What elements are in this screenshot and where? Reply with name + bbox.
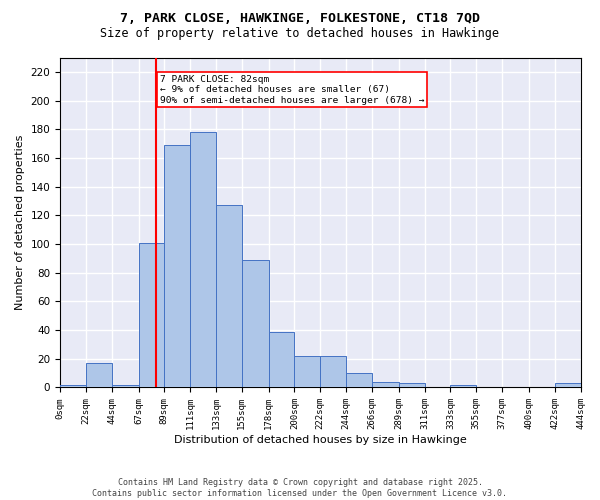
Text: Contains HM Land Registry data © Crown copyright and database right 2025.
Contai: Contains HM Land Registry data © Crown c… bbox=[92, 478, 508, 498]
Bar bbox=[164, 145, 190, 388]
Bar bbox=[346, 373, 372, 388]
Bar bbox=[139, 242, 164, 388]
Bar bbox=[60, 384, 86, 388]
Text: Size of property relative to detached houses in Hawkinge: Size of property relative to detached ho… bbox=[101, 28, 499, 40]
X-axis label: Distribution of detached houses by size in Hawkinge: Distribution of detached houses by size … bbox=[174, 435, 467, 445]
Text: 7, PARK CLOSE, HAWKINGE, FOLKESTONE, CT18 7QD: 7, PARK CLOSE, HAWKINGE, FOLKESTONE, CT1… bbox=[120, 12, 480, 26]
Bar bbox=[86, 363, 112, 388]
Bar bbox=[242, 260, 269, 388]
Bar bbox=[399, 383, 425, 388]
Bar bbox=[216, 206, 242, 388]
Bar bbox=[555, 383, 581, 388]
Text: 7 PARK CLOSE: 82sqm
← 9% of detached houses are smaller (67)
90% of semi-detache: 7 PARK CLOSE: 82sqm ← 9% of detached hou… bbox=[160, 74, 424, 104]
Bar bbox=[320, 356, 346, 388]
Bar bbox=[269, 332, 295, 388]
Bar bbox=[295, 356, 320, 388]
Bar bbox=[372, 382, 399, 388]
Y-axis label: Number of detached properties: Number of detached properties bbox=[15, 135, 25, 310]
Bar bbox=[112, 384, 139, 388]
Bar bbox=[190, 132, 216, 388]
Bar bbox=[451, 384, 476, 388]
